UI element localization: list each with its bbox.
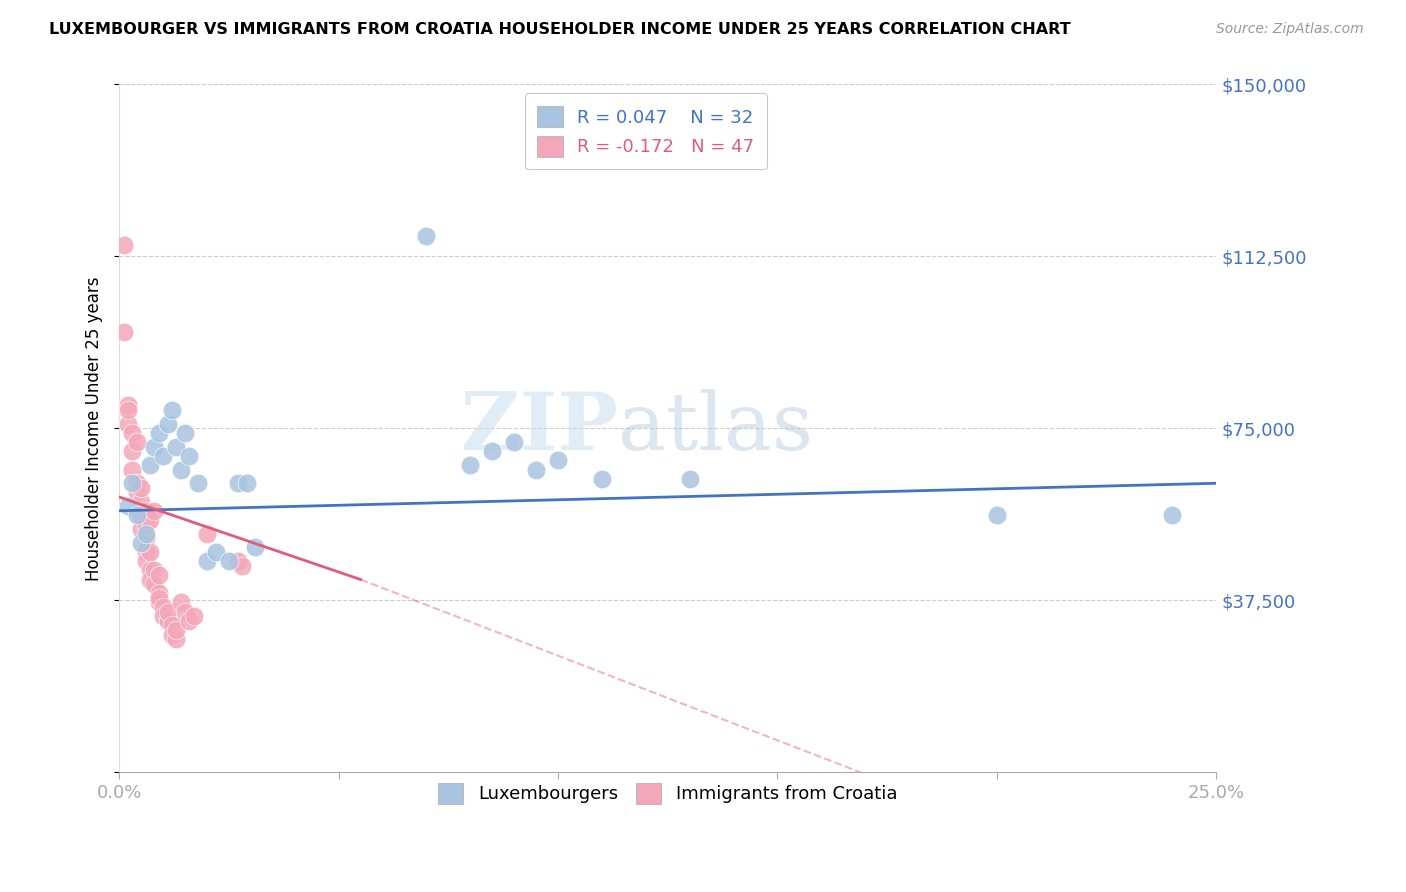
Point [524, 462, 547, 476]
Point [117, 417, 139, 431]
Point [204, 545, 226, 559]
Point [160, 403, 183, 417]
Point [139, 573, 162, 587]
Point [117, 499, 139, 513]
Point [195, 526, 218, 541]
Point [148, 425, 170, 440]
Point [415, 228, 437, 243]
Point [160, 618, 183, 632]
Point [156, 605, 179, 619]
Point [481, 444, 503, 458]
Point [139, 458, 162, 472]
Point [226, 476, 249, 491]
Point [179, 614, 201, 628]
Point [135, 517, 157, 532]
Point [129, 536, 152, 550]
Point [143, 440, 166, 454]
Point [152, 449, 174, 463]
Text: LUXEMBOURGER VS IMMIGRANTS FROM CROATIA HOUSEHOLDER INCOME UNDER 25 YEARS CORREL: LUXEMBOURGER VS IMMIGRANTS FROM CROATIA … [49, 22, 1071, 37]
Point [121, 425, 143, 440]
Point [591, 472, 613, 486]
Point [679, 472, 702, 486]
Point [143, 563, 166, 577]
Point [135, 554, 157, 568]
Y-axis label: Householder Income Under 25 years: Householder Income Under 25 years [86, 276, 103, 581]
Point [139, 545, 162, 559]
Point [125, 476, 148, 491]
Text: atlas: atlas [619, 389, 814, 467]
Point [152, 600, 174, 615]
Point [143, 504, 166, 518]
Point [503, 435, 526, 450]
Point [547, 453, 569, 467]
Point [121, 476, 143, 491]
Point [112, 325, 135, 339]
Point [170, 595, 193, 609]
Point [152, 609, 174, 624]
Point [1161, 508, 1184, 523]
Point [121, 462, 143, 476]
Point [179, 449, 201, 463]
Point [135, 504, 157, 518]
Point [135, 531, 157, 545]
Point [125, 435, 148, 450]
Point [148, 591, 170, 605]
Point [129, 494, 152, 508]
Point [125, 485, 148, 500]
Point [460, 458, 482, 472]
Point [139, 513, 162, 527]
Point [125, 508, 148, 523]
Point [143, 577, 166, 591]
Point [174, 605, 197, 619]
Point [231, 558, 253, 573]
Point [226, 554, 249, 568]
Point [129, 522, 152, 536]
Point [195, 554, 218, 568]
Point [148, 595, 170, 609]
Point [117, 398, 139, 412]
Point [129, 508, 152, 523]
Point [165, 632, 187, 647]
Point [187, 476, 209, 491]
Point [129, 504, 152, 518]
Point [160, 627, 183, 641]
Point [148, 568, 170, 582]
Point [170, 462, 193, 476]
Point [183, 609, 205, 624]
Point [135, 545, 157, 559]
Point [235, 476, 257, 491]
Text: ZIP: ZIP [461, 389, 619, 467]
Point [218, 554, 240, 568]
Text: Source: ZipAtlas.com: Source: ZipAtlas.com [1216, 22, 1364, 37]
Point [148, 586, 170, 600]
Point [156, 614, 179, 628]
Point [156, 417, 179, 431]
Point [165, 623, 187, 637]
Point [112, 238, 135, 252]
Point [129, 481, 152, 495]
Point [121, 444, 143, 458]
Point [986, 508, 1008, 523]
Point [165, 440, 187, 454]
Point [135, 526, 157, 541]
Legend: Luxembourgers, Immigrants from Croatia: Luxembourgers, Immigrants from Croatia [427, 772, 908, 814]
Point [117, 403, 139, 417]
Point [139, 563, 162, 577]
Point [245, 541, 267, 555]
Point [174, 425, 197, 440]
